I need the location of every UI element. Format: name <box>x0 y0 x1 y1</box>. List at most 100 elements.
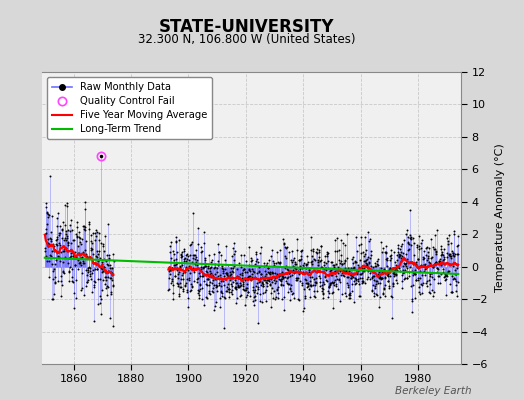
Point <box>207 264 215 270</box>
Point <box>53 210 62 217</box>
Point <box>61 222 69 228</box>
Point <box>270 270 279 276</box>
Point <box>263 262 271 268</box>
Point <box>451 282 460 288</box>
Point <box>410 270 418 276</box>
Point <box>182 280 190 286</box>
Point <box>346 292 354 298</box>
Point <box>214 241 222 248</box>
Point <box>234 274 242 281</box>
Point <box>67 217 75 224</box>
Point <box>203 264 212 271</box>
Point <box>54 254 63 260</box>
Point <box>74 265 82 272</box>
Point <box>59 248 67 254</box>
Point <box>366 268 375 274</box>
Point <box>348 273 356 279</box>
Point <box>81 224 90 230</box>
Point <box>285 269 293 276</box>
Point <box>278 274 287 281</box>
Point <box>376 274 384 280</box>
Point <box>99 241 107 248</box>
Point <box>407 268 416 274</box>
Point <box>288 290 297 297</box>
Point <box>72 230 81 237</box>
Point <box>49 276 57 282</box>
Point <box>355 264 363 270</box>
Point <box>105 255 113 261</box>
Point <box>105 252 114 258</box>
Point <box>238 278 247 285</box>
Point <box>202 295 211 302</box>
Point <box>63 202 71 209</box>
Point <box>50 266 58 272</box>
Point <box>171 264 179 271</box>
Point <box>385 265 394 271</box>
Point <box>438 260 446 266</box>
Point <box>195 270 203 276</box>
Point <box>408 235 417 241</box>
Point <box>373 261 381 267</box>
Point <box>109 283 117 290</box>
Point <box>452 278 460 284</box>
Point <box>183 256 192 263</box>
Point <box>375 304 384 310</box>
Point <box>315 249 323 256</box>
Point <box>222 288 230 294</box>
Point <box>216 295 224 301</box>
Point <box>260 289 269 295</box>
Point <box>190 269 198 275</box>
Point <box>88 270 96 276</box>
Point <box>254 259 263 266</box>
Point <box>319 286 327 292</box>
Point <box>418 237 426 243</box>
Point <box>90 282 98 288</box>
Point <box>451 270 459 277</box>
Point <box>245 244 254 250</box>
Point <box>366 276 375 282</box>
Point <box>419 256 427 262</box>
Point <box>206 271 214 278</box>
Point <box>235 273 243 280</box>
Point <box>392 270 401 277</box>
Point <box>300 260 308 267</box>
Point <box>227 265 235 271</box>
Point <box>104 274 113 280</box>
Point <box>446 281 454 288</box>
Point <box>386 252 394 259</box>
Point <box>172 256 180 262</box>
Point <box>274 283 282 290</box>
Point <box>278 269 287 275</box>
Point <box>326 258 335 265</box>
Point <box>441 271 450 278</box>
Point <box>351 281 359 288</box>
Point <box>184 304 192 310</box>
Point <box>395 253 403 260</box>
Point <box>405 246 413 253</box>
Point <box>439 252 447 258</box>
Point <box>393 267 401 274</box>
Point <box>377 276 385 282</box>
Point <box>97 266 106 272</box>
Point <box>61 231 70 238</box>
Point <box>244 274 252 280</box>
Point <box>67 250 75 256</box>
Point <box>230 257 238 263</box>
Point <box>233 283 242 290</box>
Point <box>242 285 250 291</box>
Point <box>190 252 199 258</box>
Point <box>313 250 322 256</box>
Point <box>393 252 401 258</box>
Point <box>41 253 50 260</box>
Point <box>208 288 216 294</box>
Point <box>198 296 206 303</box>
Point <box>381 249 389 256</box>
Point <box>82 238 90 244</box>
Point <box>227 253 236 260</box>
Point <box>54 278 62 284</box>
Point <box>275 276 283 283</box>
Point <box>103 262 112 268</box>
Point <box>66 254 74 260</box>
Point <box>91 261 100 268</box>
Point <box>83 278 91 285</box>
